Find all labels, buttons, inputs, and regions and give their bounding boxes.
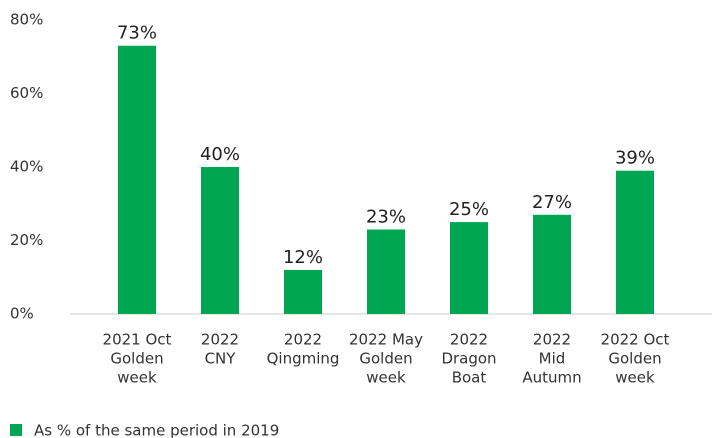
- x-tick-label: Golden: [359, 350, 412, 368]
- bar: [533, 214, 571, 314]
- x-tick-label: 2021 Oct: [103, 331, 172, 349]
- x-tick-label: Mid: [539, 350, 566, 368]
- value-label: 39%: [615, 148, 655, 169]
- value-label: 25%: [449, 199, 489, 220]
- x-tick-label: 2022 Oct: [601, 331, 670, 349]
- legend-swatch: [10, 424, 22, 436]
- legend-label: As % of the same period in 2019: [34, 422, 279, 438]
- x-tick-label: 2022 May: [349, 331, 423, 349]
- value-label: 73%: [117, 23, 157, 44]
- x-tick-label: week: [615, 369, 655, 387]
- x-tick-label: CNY: [205, 350, 237, 368]
- x-tick-label: 2022: [201, 331, 239, 349]
- y-tick-label: 40%: [10, 158, 43, 176]
- bar: [118, 45, 156, 314]
- x-tick-label: Golden: [608, 350, 661, 368]
- y-tick-label: 20%: [10, 231, 43, 249]
- y-tick-label: 60%: [10, 84, 43, 102]
- bar: [201, 167, 239, 314]
- x-tick-label: week: [366, 369, 406, 387]
- x-tick-label: Dragon: [441, 350, 496, 368]
- x-tick-label: week: [117, 369, 157, 387]
- x-tick-label: 2022: [533, 331, 571, 349]
- x-tick-label: 2022: [450, 331, 488, 349]
- x-tick-label: Golden: [110, 350, 163, 368]
- value-label: 12%: [283, 247, 323, 268]
- y-tick-label: 0%: [10, 305, 34, 323]
- x-tick-label: Autumn: [522, 369, 581, 387]
- bar: [284, 269, 322, 314]
- x-tick-label: Qingming: [267, 350, 340, 368]
- value-label: 40%: [200, 144, 240, 165]
- y-tick-label: 80%: [10, 11, 43, 29]
- x-tick-label: 2022: [284, 331, 322, 349]
- value-label: 23%: [366, 206, 406, 227]
- bar: [367, 229, 405, 314]
- bar: [616, 170, 654, 314]
- x-tick-label: Boat: [452, 369, 487, 387]
- bar: [450, 222, 488, 314]
- value-label: 27%: [532, 192, 572, 213]
